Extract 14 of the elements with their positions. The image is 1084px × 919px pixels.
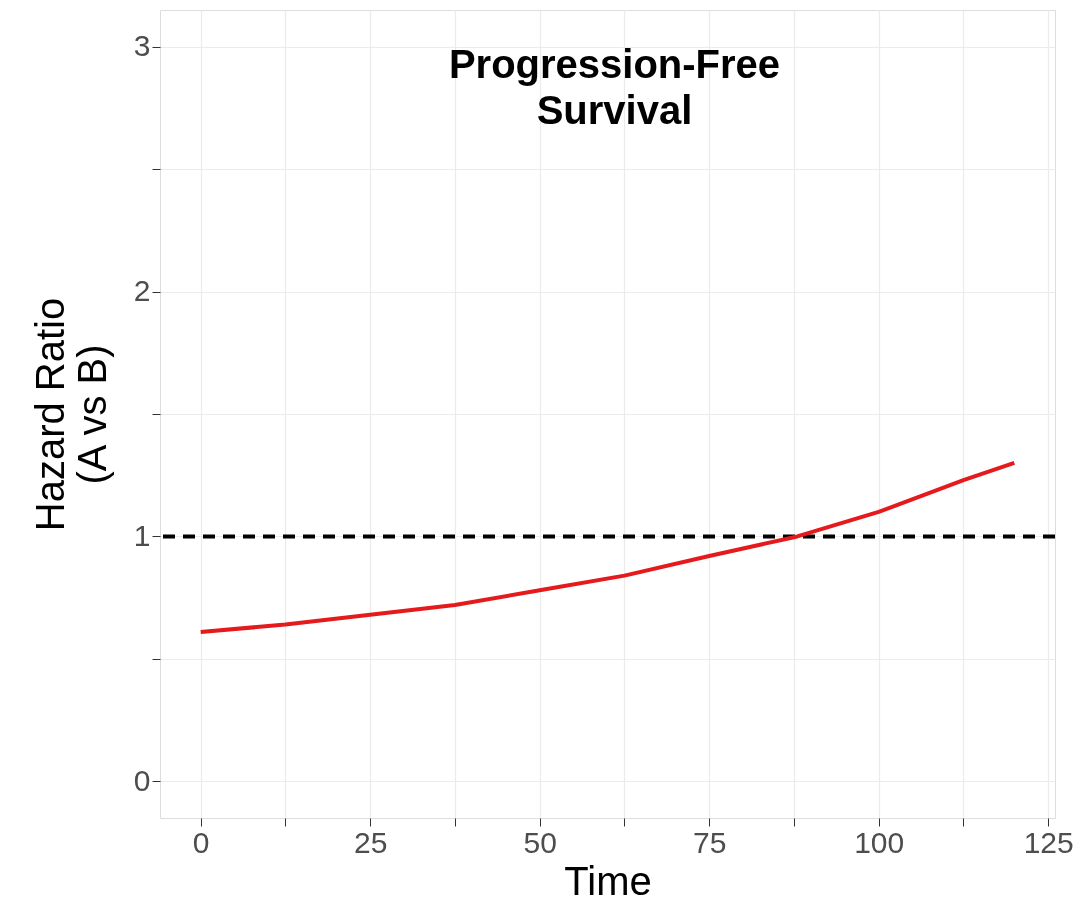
x-tick-label: 50	[523, 825, 557, 859]
x-tick-label: 25	[354, 825, 388, 859]
x-tick-label: 100	[854, 825, 905, 859]
y-axis-title: Hazard Ratio (A vs B)	[27, 297, 114, 532]
y-tick-label: 0	[133, 763, 151, 797]
text: Progression-Free Survival	[448, 42, 781, 132]
x-tick-label: 75	[693, 825, 727, 859]
x-tick-label: 0	[192, 825, 210, 859]
x-tick-label: 125	[1023, 825, 1074, 859]
y-tick-label: 3	[133, 29, 151, 63]
y-tick-label: 1	[133, 518, 151, 552]
y-tick-label: 2	[133, 274, 151, 308]
line-series	[198, 460, 1017, 634]
x-axis-title: Time	[564, 858, 652, 903]
